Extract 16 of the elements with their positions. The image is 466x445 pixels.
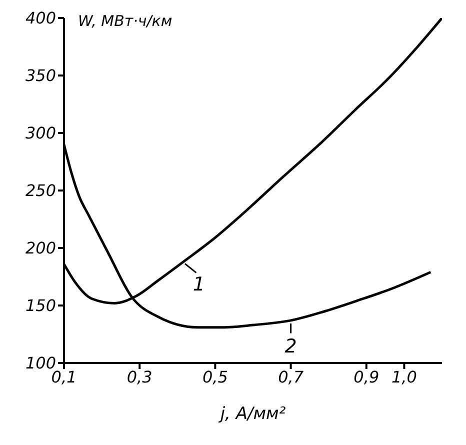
x-tick-label: 0,5 bbox=[202, 367, 228, 386]
annotation: 1 bbox=[192, 274, 206, 296]
y-tick-label: 150 bbox=[25, 296, 56, 316]
x-tick-label: 0,9 bbox=[354, 367, 380, 386]
annotation: 2 bbox=[284, 335, 297, 358]
y-tick-label: 300 bbox=[25, 124, 56, 143]
y-tick-label: 400 bbox=[25, 8, 56, 28]
x-tick-label: 0,7 bbox=[278, 367, 304, 386]
x-tick-label: 0,1 bbox=[51, 367, 77, 386]
x-tick-label: 0,3 bbox=[126, 367, 152, 386]
y-tick-label: 250 bbox=[25, 181, 56, 200]
x-tick-label: 1,0 bbox=[391, 367, 417, 386]
y-tick-label: 200 bbox=[25, 238, 56, 258]
y-tick-label: 350 bbox=[25, 66, 56, 86]
x-axis-title: j, А/мм² bbox=[218, 404, 286, 424]
y-axis-title: W, МВт·ч/км bbox=[78, 12, 172, 30]
